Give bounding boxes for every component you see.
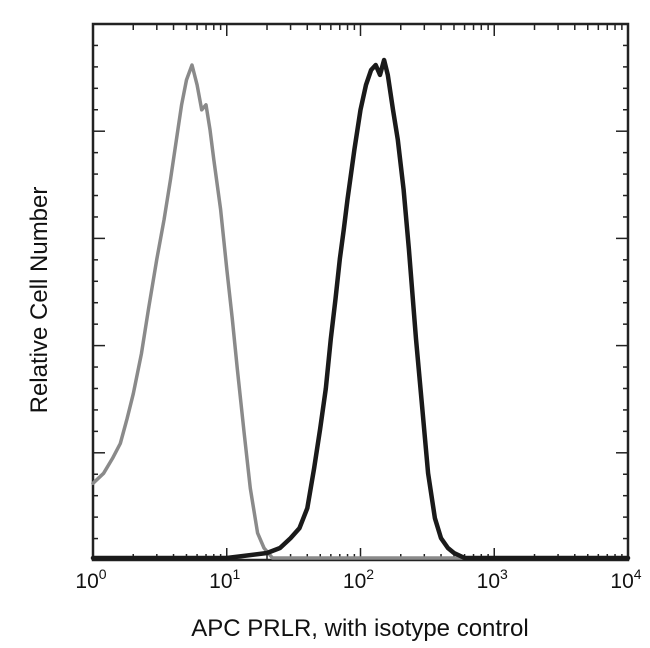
x-axis-title: APC PRLR, with isotype control xyxy=(191,615,528,642)
series-line-1 xyxy=(91,63,630,560)
series-layer xyxy=(90,57,631,561)
x-axis-ticks xyxy=(92,24,623,560)
x-axis-tick-labels: 100 101 102 103 104 xyxy=(75,566,641,593)
x-tick-label: 100 xyxy=(75,566,106,593)
y-axis-title: Relative Cell Number xyxy=(26,187,53,414)
x-tick-label: 104 xyxy=(610,566,641,593)
x-tick-label: 102 xyxy=(343,566,374,593)
series-line-2 xyxy=(90,57,631,561)
x-tick-label: 101 xyxy=(209,566,240,593)
x-tick-label: 103 xyxy=(477,566,508,593)
